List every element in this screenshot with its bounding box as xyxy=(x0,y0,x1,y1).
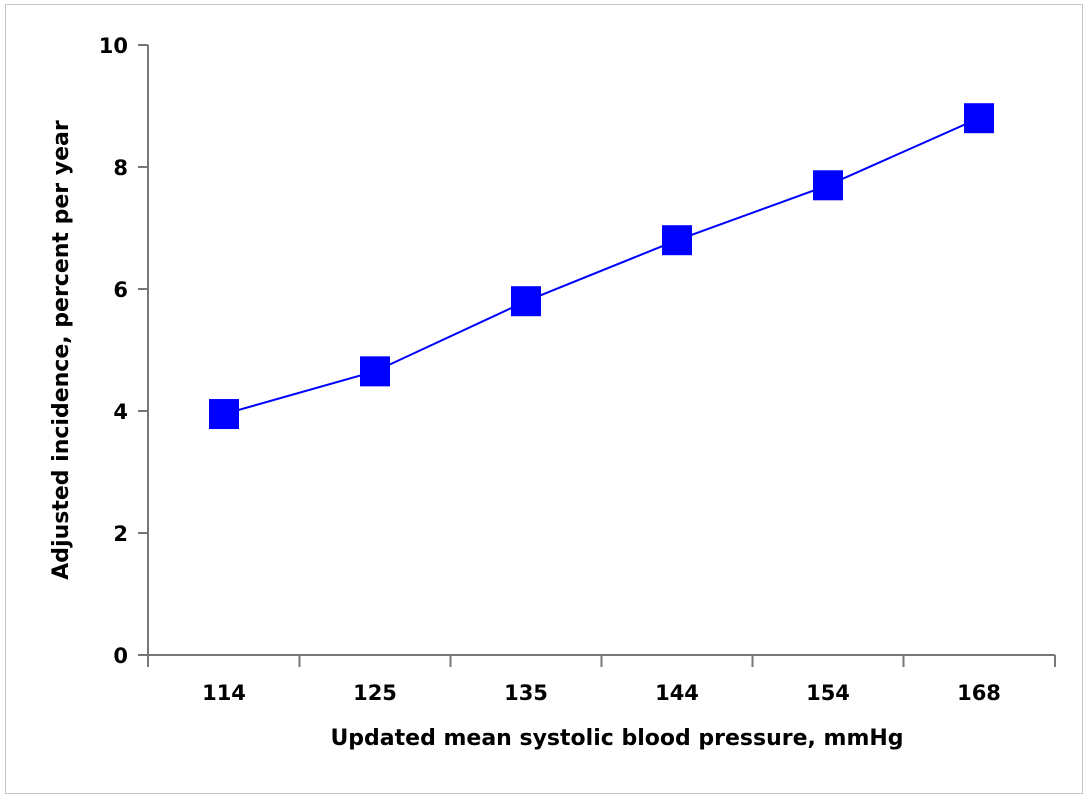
data-point-marker xyxy=(813,170,843,201)
x-axis-title: Updated mean systolic blood pressure, mm… xyxy=(330,726,903,751)
x-tick-label: 114 xyxy=(202,681,246,705)
x-tick-label: 154 xyxy=(806,681,850,705)
y-tick-label: 2 xyxy=(113,522,128,546)
y-tick-label: 10 xyxy=(99,34,128,58)
series-line xyxy=(223,117,980,416)
series-group xyxy=(209,103,994,430)
y-tick-label: 6 xyxy=(113,278,128,302)
data-point-marker xyxy=(662,225,692,256)
x-tick-label: 144 xyxy=(655,681,699,705)
y-tick-label: 8 xyxy=(113,156,128,180)
y-tick-label: 4 xyxy=(113,400,128,424)
data-point-marker xyxy=(209,399,239,430)
data-point-marker xyxy=(964,103,994,134)
y-ticks: 0 2 4 6 8 10 xyxy=(99,34,148,668)
data-point-marker xyxy=(511,286,541,317)
x-tick-label: 168 xyxy=(957,681,1001,705)
x-tick-label: 125 xyxy=(353,681,397,705)
y-axis-title: Adjusted incidence, percent per year xyxy=(49,120,74,580)
x-ticks: 114 125 135 144 154 168 xyxy=(147,655,1056,705)
x-tick-label: 135 xyxy=(504,681,548,705)
y-tick-label: 0 xyxy=(113,644,128,668)
data-point-marker xyxy=(360,356,390,387)
